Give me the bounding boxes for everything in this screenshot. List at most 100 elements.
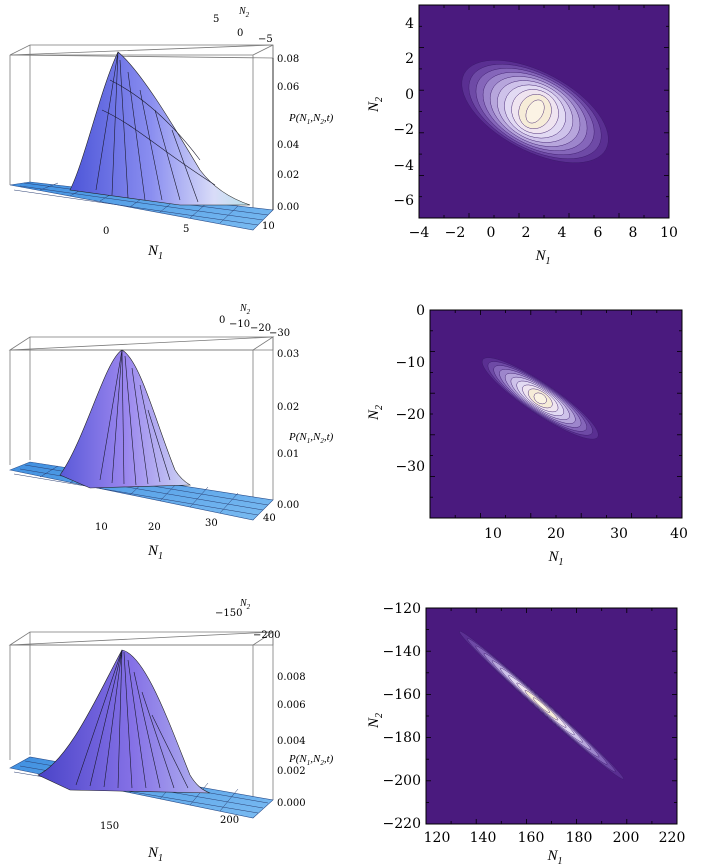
y-tick-labels: 0 −10 −20 −30 <box>395 303 425 475</box>
z-tick: 0.00 <box>277 202 299 213</box>
y-tick: −10 <box>395 355 425 371</box>
probability-surface <box>59 349 192 489</box>
x-tick: 220 <box>659 830 686 846</box>
x-tick: 20 <box>547 526 565 542</box>
y-tick: −4 <box>393 158 414 174</box>
x-tick: 200 <box>220 815 239 826</box>
y-axis-label: N2 <box>238 6 250 19</box>
surface-panel-3: 0.008 0.006 0.004 0.002 0.000 P(N1,N2,t)… <box>8 598 334 864</box>
x-tick: 20 <box>148 522 161 533</box>
contour-level <box>532 697 550 713</box>
y-tick: −6 <box>393 193 414 209</box>
y-tick: 5 <box>213 14 219 25</box>
y-tick: 0 <box>237 28 243 39</box>
tick-marks <box>418 4 670 219</box>
z-tick: 0.00 <box>277 500 299 511</box>
z-axis-label: P(N1,N2,t) <box>288 112 334 126</box>
z-tick: 0.03 <box>277 349 299 360</box>
contour-level <box>525 99 545 124</box>
y-tick: −120 <box>383 601 421 617</box>
y-axis-label: N2 <box>366 97 385 113</box>
contour-levels <box>459 630 624 780</box>
z-tick: 0.08 <box>277 54 299 65</box>
y-axis-label: N2 <box>366 713 385 729</box>
z-tick: 0.04 <box>277 140 299 151</box>
x-tick-labels: −4 −2 0 2 4 6 8 10 <box>409 225 678 241</box>
x-axis-label: N1 <box>147 543 163 562</box>
x-tick: 120 <box>424 830 451 846</box>
x-tick: 5 <box>183 224 189 235</box>
x-axis-label: N1 <box>534 248 550 267</box>
probability-surface <box>37 649 211 794</box>
tick-marks <box>429 309 683 519</box>
surface-mesh-lines <box>95 51 216 203</box>
y-tick: 0 <box>405 87 414 103</box>
x-tick: 4 <box>558 225 567 241</box>
y-tick: −160 <box>383 687 421 703</box>
z-tick: 0.002 <box>277 766 306 777</box>
x-tick: 10 <box>262 221 275 232</box>
z-tick: 0.01 <box>277 449 299 460</box>
contour-panel-3: 120 140 160 180 200 220 −120 −140 −160 −… <box>366 601 685 867</box>
y-tick: −5 <box>258 34 273 45</box>
z-tick: 0.000 <box>277 798 306 809</box>
x-tick: −2 <box>445 225 466 241</box>
x-tick: 0 <box>487 225 496 241</box>
y-tick-labels: 4 2 0 −2 −4 −6 <box>393 16 414 209</box>
x-tick: 2 <box>522 225 531 241</box>
z-axis-label: P(N1,N2,t) <box>288 753 334 767</box>
y-tick: −180 <box>383 730 421 746</box>
z-tick: 0.008 <box>277 672 306 683</box>
y-tick: −20 <box>250 323 271 334</box>
z-tick: 0.02 <box>277 170 299 181</box>
y-axis-label: N2 <box>366 405 385 421</box>
x-tick: 30 <box>205 518 218 529</box>
y-tick: −140 <box>383 644 421 660</box>
bounding-box <box>8 631 275 818</box>
surface-panel-1: 0.08 0.06 0.04 0.02 0.00 P(N1,N2,t) 0 5 … <box>9 6 334 262</box>
x-tick: 200 <box>613 830 640 846</box>
tick-marks <box>425 607 678 825</box>
y-axis-label: N2 <box>239 598 251 611</box>
contour-panel-1: −4 −2 0 2 4 6 8 10 4 2 0 −2 −4 −6 N1 N2 <box>366 4 678 267</box>
z-tick: 0.006 <box>277 700 306 711</box>
x-tick: 10 <box>660 225 678 241</box>
x-tick: 8 <box>629 225 638 241</box>
y-tick: −20 <box>395 407 425 423</box>
y-axis-label: N2 <box>239 303 251 316</box>
x-tick: 6 <box>594 225 603 241</box>
y-tick: 0 <box>416 303 425 319</box>
x-tick: 150 <box>100 821 119 832</box>
x-tick-labels: 10 20 30 40 <box>484 526 688 542</box>
x-axis-label: N1 <box>147 243 163 262</box>
y-tick: −150 <box>215 608 242 619</box>
y-tick: −30 <box>395 459 425 475</box>
z-tick: 0.06 <box>277 82 299 93</box>
contour-levels <box>481 357 599 440</box>
y-tick-labels: −120 −140 −160 −180 −200 −220 <box>383 601 421 832</box>
contour-levels <box>461 60 609 163</box>
z-tick: 0.02 <box>277 402 299 413</box>
x-tick-labels: 120 140 160 180 200 220 <box>424 830 686 846</box>
x-axis-label: N1 <box>547 549 563 568</box>
y-tick: −200 <box>383 773 421 789</box>
x-tick: 40 <box>263 513 276 524</box>
x-tick: 30 <box>610 526 628 542</box>
bounding-box <box>8 336 275 518</box>
y-tick: 0 <box>219 315 225 326</box>
y-tick: 4 <box>405 16 414 32</box>
z-axis-label: P(N1,N2,t) <box>288 431 334 445</box>
x-tick: 10 <box>95 522 108 533</box>
x-tick: 140 <box>470 830 497 846</box>
y-tick: 2 <box>405 51 414 67</box>
x-axis-label: N1 <box>147 845 163 864</box>
y-tick: −2 <box>393 122 414 138</box>
contour-panel-2: 10 20 30 40 0 −10 −20 −30 N1 N2 <box>366 303 688 568</box>
y-tick: −200 <box>253 630 280 641</box>
surface-mesh-lines <box>75 649 189 789</box>
x-axis-label: N1 <box>546 848 562 867</box>
y-tick: −30 <box>269 328 290 339</box>
x-tick: 180 <box>566 830 593 846</box>
y-tick: −10 <box>229 319 250 330</box>
